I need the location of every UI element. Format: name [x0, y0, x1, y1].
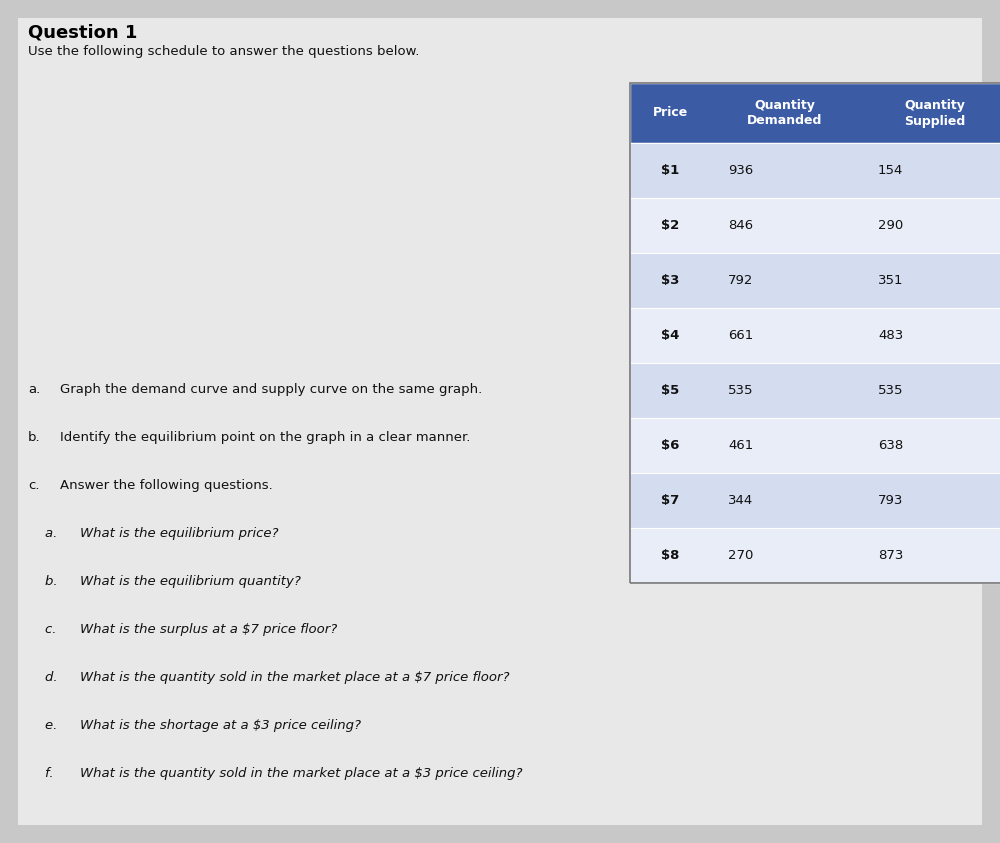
Text: 936: 936	[728, 164, 753, 177]
Bar	[630, 83, 1000, 583]
Text: What is the surplus at a $7 price floor?: What is the surplus at a $7 price floor?	[80, 623, 337, 636]
Bar	[630, 198, 1000, 253]
Text: Answer the following questions.: Answer the following questions.	[60, 479, 273, 492]
Text: b.: b.	[28, 575, 58, 588]
Text: Quantity
Supplied: Quantity Supplied	[904, 99, 966, 127]
Bar	[630, 143, 1000, 198]
Text: b.: b.	[28, 431, 41, 444]
Bar	[630, 473, 1000, 528]
Text: 483: 483	[878, 329, 903, 342]
Text: $3: $3	[661, 274, 679, 287]
Text: 290: 290	[878, 219, 903, 232]
Text: 344: 344	[728, 494, 753, 507]
Text: 792: 792	[728, 274, 753, 287]
FancyBboxPatch shape	[18, 18, 982, 825]
Text: What is the shortage at a $3 price ceiling?: What is the shortage at a $3 price ceili…	[80, 719, 361, 732]
Text: $8: $8	[661, 549, 679, 562]
Bar	[630, 253, 1000, 308]
Text: Price: Price	[652, 106, 688, 120]
Text: 535: 535	[878, 384, 904, 397]
Text: 351: 351	[878, 274, 904, 287]
Text: Use the following schedule to answer the questions below.: Use the following schedule to answer the…	[28, 45, 419, 58]
Text: $2: $2	[661, 219, 679, 232]
Text: Identify the equilibrium point on the graph in a clear manner.: Identify the equilibrium point on the gr…	[60, 431, 470, 444]
Text: e.: e.	[28, 719, 57, 732]
Text: 270: 270	[728, 549, 753, 562]
Text: What is the quantity sold in the market place at a $3 price ceiling?: What is the quantity sold in the market …	[80, 767, 522, 780]
Bar	[630, 528, 1000, 583]
Bar	[630, 83, 1000, 143]
Text: 873: 873	[878, 549, 903, 562]
Text: Quantity
Demanded: Quantity Demanded	[747, 99, 823, 127]
Text: $6: $6	[661, 439, 679, 452]
Text: Graph the demand curve and supply curve on the same graph.: Graph the demand curve and supply curve …	[60, 383, 482, 396]
Text: c.: c.	[28, 479, 40, 492]
Text: 535: 535	[728, 384, 754, 397]
Text: What is the equilibrium quantity?: What is the equilibrium quantity?	[80, 575, 301, 588]
Text: $1: $1	[661, 164, 679, 177]
Text: c.: c.	[28, 623, 56, 636]
Text: $5: $5	[661, 384, 679, 397]
Bar	[630, 363, 1000, 418]
Bar	[630, 308, 1000, 363]
Text: 846: 846	[728, 219, 753, 232]
Text: 638: 638	[878, 439, 903, 452]
Text: 154: 154	[878, 164, 903, 177]
Text: f.: f.	[28, 767, 54, 780]
Text: $4: $4	[661, 329, 679, 342]
Bar	[630, 418, 1000, 473]
Text: 661: 661	[728, 329, 753, 342]
Text: a.: a.	[28, 383, 40, 396]
Text: What is the equilibrium price?: What is the equilibrium price?	[80, 527, 278, 540]
Text: 461: 461	[728, 439, 753, 452]
Text: a.: a.	[28, 527, 57, 540]
Text: 793: 793	[878, 494, 903, 507]
Text: What is the quantity sold in the market place at a $7 price floor?: What is the quantity sold in the market …	[80, 671, 510, 684]
Text: Question 1: Question 1	[28, 23, 137, 41]
Text: d.: d.	[28, 671, 58, 684]
Text: $7: $7	[661, 494, 679, 507]
